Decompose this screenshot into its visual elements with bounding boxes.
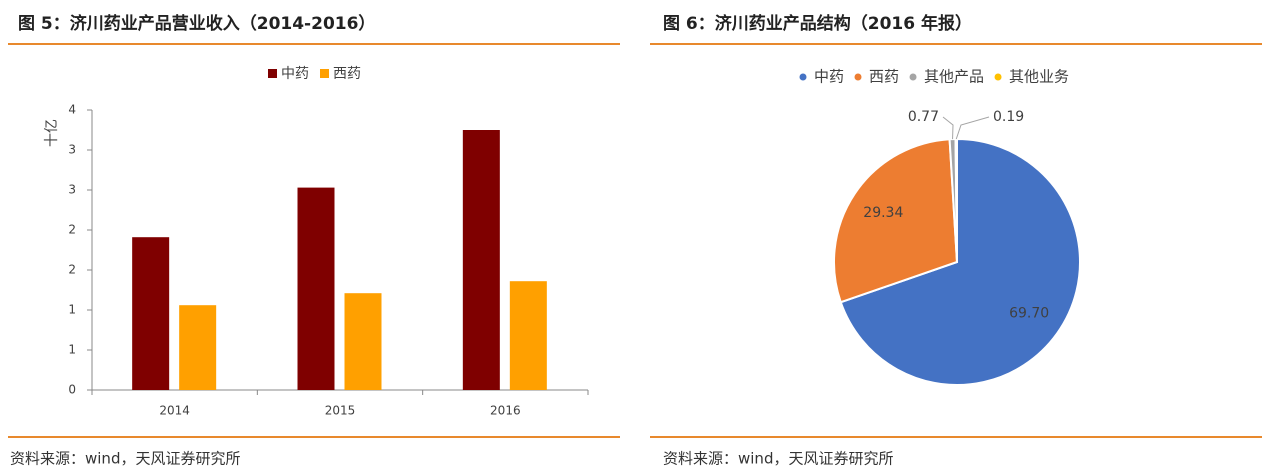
- y-tick-label: 2: [68, 263, 76, 277]
- chart-title: 图 5：济川药业产品营业收入（2014-2016）: [18, 13, 375, 34]
- legend-swatch: [909, 73, 917, 81]
- legend-swatch: [854, 73, 862, 81]
- source: 资料来源：wind，天风证券研究所: [10, 450, 240, 468]
- legend-swatch: [268, 69, 277, 78]
- data-label: 69.70: [1009, 305, 1049, 321]
- data-label: 0.77: [908, 109, 939, 125]
- bar: [297, 187, 335, 390]
- y-tick-label: 1: [68, 343, 76, 357]
- source: 资料来源：wind，天风证券研究所: [663, 450, 893, 468]
- y-tick-label: 4: [68, 103, 76, 117]
- pie-slice: [839, 137, 1081, 386]
- pie-slice: [833, 138, 959, 304]
- legend-label: 其他产品: [924, 68, 984, 86]
- y-tick-label: 3: [68, 143, 76, 157]
- bar: [132, 237, 170, 390]
- leader-line: [955, 116, 990, 140]
- x-tick-label: 2016: [490, 404, 521, 418]
- y-tick-label: 2: [68, 223, 76, 237]
- legend-label: 西药: [869, 68, 899, 86]
- x-tick-label: 2015: [325, 404, 356, 418]
- bar: [344, 293, 382, 390]
- data-label: 0.19: [993, 109, 1024, 125]
- x-tick-label: 2014: [159, 404, 190, 418]
- bar: [462, 130, 500, 390]
- data-label: 29.34: [863, 205, 903, 221]
- legend-label: 中药: [814, 68, 844, 86]
- legend-swatch: [994, 73, 1002, 81]
- bar: [509, 281, 547, 390]
- legend-label: 中药: [281, 66, 309, 82]
- y-axis-label: 十亿: [44, 119, 60, 147]
- legend-swatch: [320, 69, 329, 78]
- y-tick-label: 1: [68, 303, 76, 317]
- y-tick-label: 0: [68, 383, 76, 397]
- bar: [179, 305, 217, 390]
- pie-slice: [954, 137, 958, 263]
- leader-line: [942, 116, 954, 140]
- y-tick-label: 3: [68, 183, 76, 197]
- legend-label: 其他业务: [1009, 68, 1069, 86]
- chart-title: 图 6：济川药业产品结构（2016 年报）: [663, 13, 972, 34]
- legend-swatch: [799, 73, 807, 81]
- legend-label: 西药: [333, 66, 361, 82]
